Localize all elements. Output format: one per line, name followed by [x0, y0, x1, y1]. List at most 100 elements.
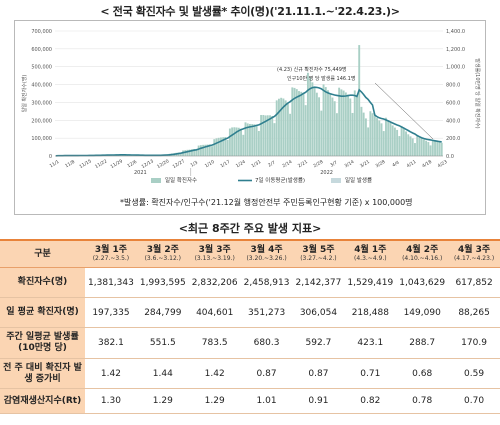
daily-case-bar — [264, 115, 267, 156]
daily-case-bar — [224, 136, 227, 156]
table-corner-header: 구분 — [0, 239, 85, 268]
daily-case-bar — [420, 138, 423, 156]
daily-case-bar — [356, 95, 358, 156]
x-tick-label: 4/4 — [391, 160, 400, 169]
table-cell: 2,142,377 — [292, 267, 345, 298]
daily-case-bar — [335, 113, 338, 156]
table-cell: 1.01 — [240, 388, 293, 414]
week-header: 4월 2주 (4.10.~4.16.) — [396, 239, 449, 268]
table-cell: 1.42 — [188, 358, 241, 389]
daily-case-bar — [237, 127, 240, 156]
row-header: 주간 일평균 발생률(10만명 당) — [0, 327, 85, 359]
daily-case-bar — [378, 120, 381, 156]
table-header-row: 구분 3월 1주 (2.27.~3.5.) 3월 2주 (3.6.~3.12.) 3… — [0, 239, 500, 268]
daily-case-bar — [318, 97, 321, 156]
table-cell: 1,381,343 — [85, 267, 137, 298]
daily-case-bar — [244, 122, 247, 156]
table-cell: 88,265 — [448, 297, 500, 328]
y-left-tick-label: 400,000 — [31, 83, 52, 89]
table-cell: 1,529,419 — [344, 267, 397, 298]
row-header: 전 주 대비 확진자 발생 증가비 — [0, 358, 85, 389]
table-cell: 1.44 — [136, 358, 189, 389]
x-tick-label: 12/6 — [126, 159, 138, 169]
daily-case-bar — [422, 139, 425, 156]
daily-case-bar — [262, 114, 265, 156]
week-header: 3월 1주 (2.27.~3.5.) — [85, 239, 137, 268]
x-tick-label: 11/22 — [94, 158, 108, 170]
table-cell: 0.87 — [240, 358, 293, 389]
daily-case-bar — [344, 92, 347, 156]
table-cell: 2,832,206 — [188, 267, 241, 298]
week-label: 3월 1주 — [94, 245, 128, 255]
chart-annotation-line: (4.23) 신규 확진자수 75,449명 — [277, 66, 347, 73]
daily-case-bar — [434, 140, 436, 156]
week-label: 4월 3주 — [457, 245, 491, 255]
daily-case-bar — [253, 124, 256, 156]
daily-case-bar — [338, 87, 341, 156]
daily-case-bar — [429, 145, 432, 156]
table-cell: 170.9 — [448, 327, 500, 359]
table-cell: 783.5 — [188, 327, 241, 359]
daily-case-bar — [373, 115, 376, 156]
week-label: 3월 5주 — [302, 245, 335, 255]
x-tick-label: 1/3 — [190, 160, 199, 169]
x-tick-label: 11/1 — [49, 159, 61, 169]
y-left-tick-label: 600,000 — [31, 47, 52, 53]
table-cell: 1.42 — [85, 358, 137, 389]
daily-case-bar — [251, 124, 254, 156]
daily-case-bar — [387, 120, 390, 156]
table-row: 주간 일평균 발생률(10만명 당) 382.1 551.5 783.5 680… — [0, 327, 500, 359]
daily-case-bar — [269, 115, 271, 156]
table-row: 감염재생산지수(Rt) 1.30 1.29 1.29 1.01 0.91 0.8… — [0, 388, 500, 414]
daily-case-bar — [358, 45, 361, 156]
daily-case-bar — [353, 90, 356, 156]
daily-case-bar — [313, 87, 316, 156]
daily-case-bar — [275, 100, 278, 156]
y-right-axis-title: 발생률(10만명 당 일일 확진자수) — [474, 58, 481, 128]
legend-swatch-daily-rate — [331, 178, 341, 183]
daily-case-bar — [226, 139, 229, 156]
daily-case-bar — [411, 138, 414, 156]
daily-case-bar — [425, 140, 428, 156]
week-range: (3.20.~3.26.) — [246, 255, 287, 262]
daily-case-bar — [179, 152, 182, 156]
week-header: 3월 2주 (3.6.~3.12.) — [136, 239, 189, 268]
table-cell: 218,488 — [344, 297, 397, 328]
table-cell: 197,335 — [85, 297, 137, 328]
daily-case-bar — [215, 138, 218, 156]
daily-case-bar — [402, 128, 405, 156]
daily-case-bar — [231, 127, 234, 156]
week-range: (4.3.~4.9.) — [354, 255, 387, 262]
daily-case-bar — [438, 141, 441, 156]
y-right-tick-label: 1,400.0 — [446, 29, 465, 35]
daily-case-bar — [249, 123, 251, 156]
daily-case-bar — [409, 136, 412, 156]
week-label: 3월 2주 — [146, 245, 179, 255]
x-tick-label: 1/24 — [235, 159, 247, 169]
x-tick-label: 12/20 — [156, 158, 170, 170]
table-cell: 0.91 — [292, 388, 345, 414]
daily-case-bar — [376, 118, 378, 156]
daily-case-bar — [416, 136, 419, 156]
legend-swatch-daily-cases — [151, 178, 161, 183]
moving-average-line — [55, 86, 442, 157]
y-right-tick-label: 200.0 — [446, 136, 460, 142]
week-range: (3.13.~3.19.) — [194, 255, 235, 262]
daily-case-bar — [257, 131, 260, 156]
daily-case-bar — [400, 125, 403, 156]
week-label: 3월 4주 — [250, 245, 283, 255]
table-cell: 1.29 — [188, 388, 241, 414]
daily-case-bar — [206, 144, 209, 156]
daily-case-bar — [389, 122, 392, 156]
daily-case-bar — [295, 89, 298, 156]
x-tick-label: 3/14 — [344, 159, 356, 169]
week-header: 3월 5주 (3.27.~4.2.) — [292, 239, 345, 268]
x-tick-label: 1/31 — [250, 159, 262, 169]
daily-case-bar — [349, 98, 352, 156]
table-cell: 351,273 — [240, 297, 293, 328]
daily-case-bar — [382, 131, 385, 156]
x-tick-label: 1/17 — [219, 159, 231, 169]
daily-case-bar — [213, 139, 216, 156]
daily-case-bar — [202, 144, 205, 156]
table-cell: 288.7 — [396, 327, 449, 359]
